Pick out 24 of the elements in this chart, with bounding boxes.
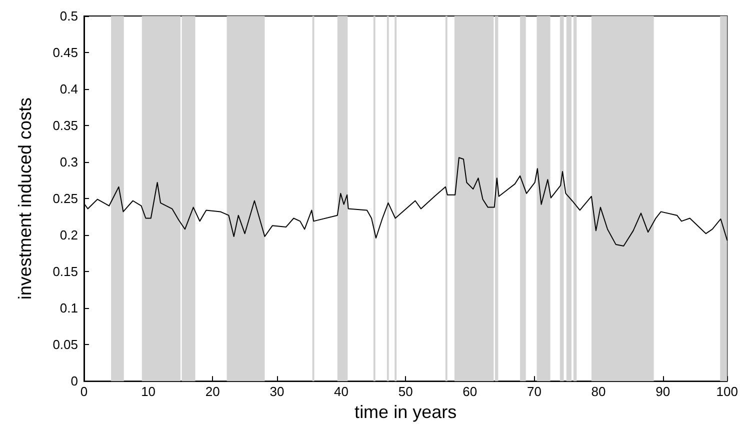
x-tick-label: 90	[656, 384, 670, 400]
x-tick-label: 0	[80, 384, 88, 400]
y-tick-label: 0	[70, 374, 78, 389]
x-tick-label: 40	[334, 384, 348, 400]
x-tick-label: 50	[398, 384, 413, 400]
y-tick-label: 0.2	[60, 228, 78, 243]
y-tick-label: 0.15	[52, 264, 78, 280]
y-tick-label: 0.25	[52, 191, 78, 206]
y-tick-label: 0.3	[60, 154, 78, 170]
y-tick-label: 0.35	[52, 118, 78, 134]
y-tick-label: 0.4	[60, 82, 78, 97]
y-tick-label: 0.1	[60, 300, 78, 316]
x-tick-label: 80	[591, 384, 606, 400]
x-tick-label: 60	[462, 384, 478, 400]
y-tick-label: 0.05	[52, 337, 78, 352]
x-tick-label: 10	[141, 384, 156, 400]
x-tick-label: 30	[270, 384, 284, 400]
y-tick-label: 0.5	[60, 8, 78, 24]
y-axis-title: investment induced costs	[15, 97, 35, 300]
x-tick-label: 100	[716, 384, 738, 400]
x-tick-label: 70	[526, 384, 542, 400]
y-tick-label: 0.45	[52, 45, 78, 60]
x-tick-label: 20	[205, 384, 220, 400]
x-axis-title: time in years	[354, 402, 457, 422]
